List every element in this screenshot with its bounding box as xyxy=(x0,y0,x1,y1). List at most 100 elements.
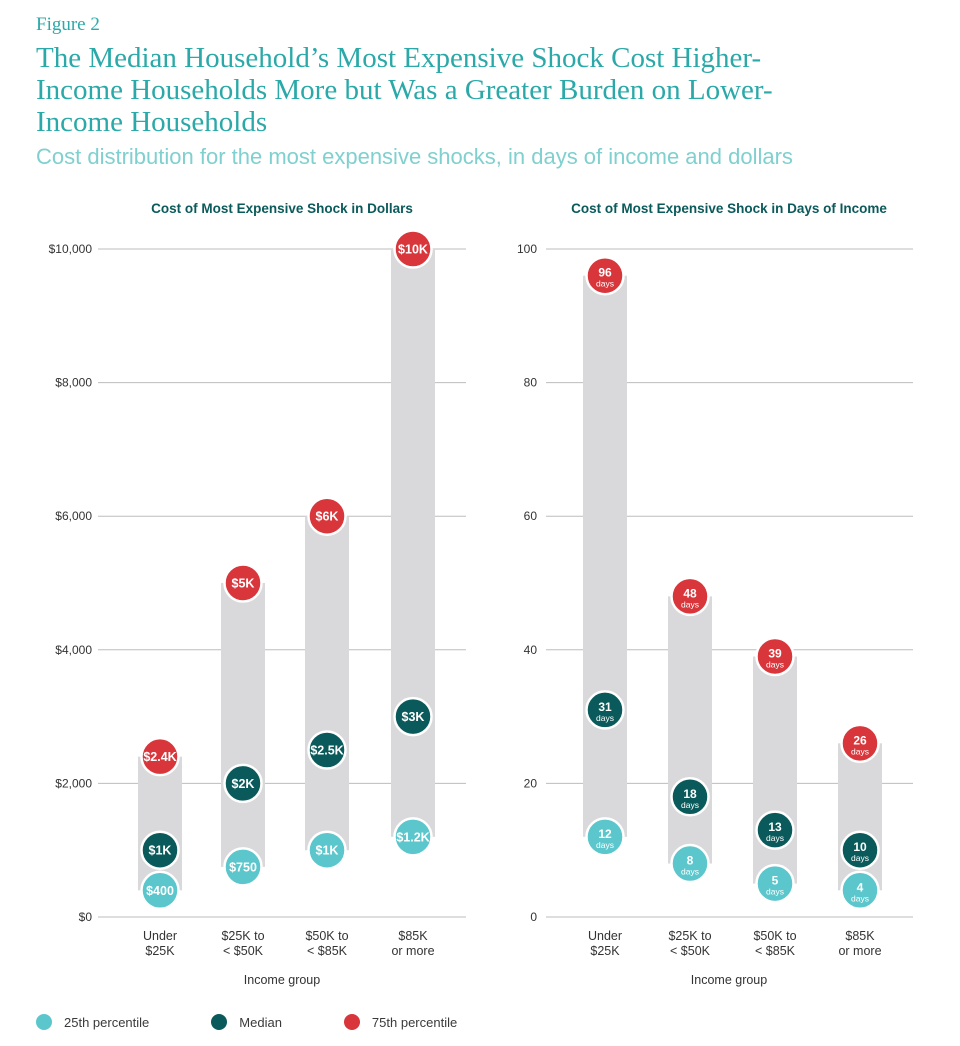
data-label-unit: days xyxy=(681,867,699,877)
legend-label-median: Median xyxy=(239,1014,282,1030)
data-label: 10 xyxy=(853,840,867,854)
dot-p75 xyxy=(670,576,710,617)
dot-p75 xyxy=(140,736,180,777)
y-tick-label: $8,000 xyxy=(55,376,92,390)
data-label: $400 xyxy=(146,884,174,898)
y-tick-label: $10,000 xyxy=(49,242,93,256)
data-label-unit: days xyxy=(851,746,869,756)
legend-swatch-median xyxy=(211,1014,228,1030)
dot-median xyxy=(585,690,625,730)
dot-p25 xyxy=(840,870,880,911)
range-bar xyxy=(305,516,349,851)
figure-label: Figure 2 xyxy=(36,14,100,35)
y-tick-label: $0 xyxy=(79,910,93,924)
data-label-unit: days xyxy=(766,833,784,843)
x-tick-label: Under xyxy=(143,929,177,943)
data-label: 96 xyxy=(598,266,612,280)
data-label: 8 xyxy=(687,854,694,868)
data-label: $5K xyxy=(232,577,255,591)
x-axis-label: Income group xyxy=(244,973,320,987)
dot-median xyxy=(840,830,880,870)
data-label: 12 xyxy=(598,827,612,841)
x-tick-label: $50K to xyxy=(305,929,348,943)
title-line: The Median Household’s Most Expensive Sh… xyxy=(36,42,762,74)
dot-p25 xyxy=(223,847,263,887)
y-tick-label: $4,000 xyxy=(55,643,92,657)
y-tick-label: 20 xyxy=(524,776,538,790)
data-label: $1.2K xyxy=(396,830,429,844)
data-label-unit: days xyxy=(851,853,869,863)
data-label-unit: days xyxy=(851,893,869,903)
legend-label-p75: 75th percentile xyxy=(371,1014,458,1030)
data-label: $1K xyxy=(149,844,172,858)
x-tick-label: < $85K xyxy=(755,944,796,958)
data-label-unit: days xyxy=(596,840,614,850)
legend-item-median: Median xyxy=(211,1014,282,1030)
y-tick-label: 60 xyxy=(524,509,538,523)
data-label: $2.5K xyxy=(310,744,343,758)
dot-p75 xyxy=(393,229,433,269)
legend-swatch-p25 xyxy=(36,1014,52,1030)
dot-median xyxy=(307,730,347,770)
data-label: 26 xyxy=(853,733,867,747)
data-label: $1K xyxy=(316,844,339,858)
data-label: $10K xyxy=(398,243,428,257)
chart-subtitle: Cost distribution for the most expensive… xyxy=(36,144,793,169)
dot-p25 xyxy=(393,817,433,857)
data-label: $2.4K xyxy=(143,750,176,764)
y-tick-label: $6,000 xyxy=(55,509,92,523)
range-bar xyxy=(391,249,435,837)
chart-subplot-title: Cost of Most Expensive Shock in Days of … xyxy=(571,201,887,216)
x-tick-label: or more xyxy=(838,944,881,958)
dot-median xyxy=(223,763,263,804)
x-tick-label: < $50K xyxy=(670,944,711,958)
range-bar xyxy=(583,275,627,837)
data-label: $3K xyxy=(402,710,425,724)
dot-p25 xyxy=(307,830,347,870)
legend-item-p25: 25th percentile xyxy=(36,1014,149,1030)
x-tick-label: $85K xyxy=(398,929,428,943)
x-tick-label: $25K xyxy=(590,944,620,958)
dot-p25 xyxy=(670,843,710,884)
data-label: 39 xyxy=(768,646,782,660)
chart-subplot-title: Cost of Most Expensive Shock in Dollars xyxy=(151,201,413,216)
data-label: $2K xyxy=(232,777,255,791)
dot-p75 xyxy=(223,563,263,603)
title-line: Income Households xyxy=(36,106,268,138)
x-tick-label: $25K xyxy=(145,944,175,958)
dot-median xyxy=(393,696,433,737)
y-tick-label: 80 xyxy=(524,376,538,390)
dot-p25 xyxy=(755,863,795,904)
x-tick-label: or more xyxy=(391,944,434,958)
dot-p75 xyxy=(585,255,625,296)
data-label: 31 xyxy=(598,700,612,714)
chart-dollars: Cost of Most Expensive Shock in Dollars $… xyxy=(49,201,466,987)
x-tick-label: $25K to xyxy=(221,929,264,943)
charts-canvas: Cost of Most Expensive Shock in Dollars $… xyxy=(49,201,913,987)
data-label: $750 xyxy=(229,860,257,874)
legend: 25th percentile Median 75th percentile xyxy=(36,1014,519,1030)
data-label-unit: days xyxy=(766,659,784,669)
dot-p75 xyxy=(755,636,795,677)
legend-label-p25: 25th percentile xyxy=(64,1014,150,1030)
data-label-unit: days xyxy=(596,713,614,723)
dot-median xyxy=(670,777,710,817)
y-tick-label: 0 xyxy=(530,910,537,924)
data-label: 18 xyxy=(683,787,697,801)
x-tick-label: < $50K xyxy=(223,944,264,958)
data-label: 48 xyxy=(683,586,697,600)
x-axis-label: Income group xyxy=(691,973,767,987)
data-label-unit: days xyxy=(766,887,784,897)
y-tick-label: 100 xyxy=(517,242,537,256)
data-label: $6K xyxy=(316,510,339,524)
data-label: 4 xyxy=(857,880,864,894)
chart-days: Cost of Most Expensive Shock in Days of … xyxy=(517,201,913,987)
data-label: 5 xyxy=(772,874,779,888)
dot-p25 xyxy=(140,870,180,911)
title-line: Income Households More but Was a Greater… xyxy=(36,74,773,106)
data-label-unit: days xyxy=(681,800,699,810)
x-tick-label: $50K to xyxy=(753,929,796,943)
x-tick-label: $85K xyxy=(845,929,875,943)
range-bar xyxy=(221,583,265,867)
data-label-unit: days xyxy=(596,279,614,289)
